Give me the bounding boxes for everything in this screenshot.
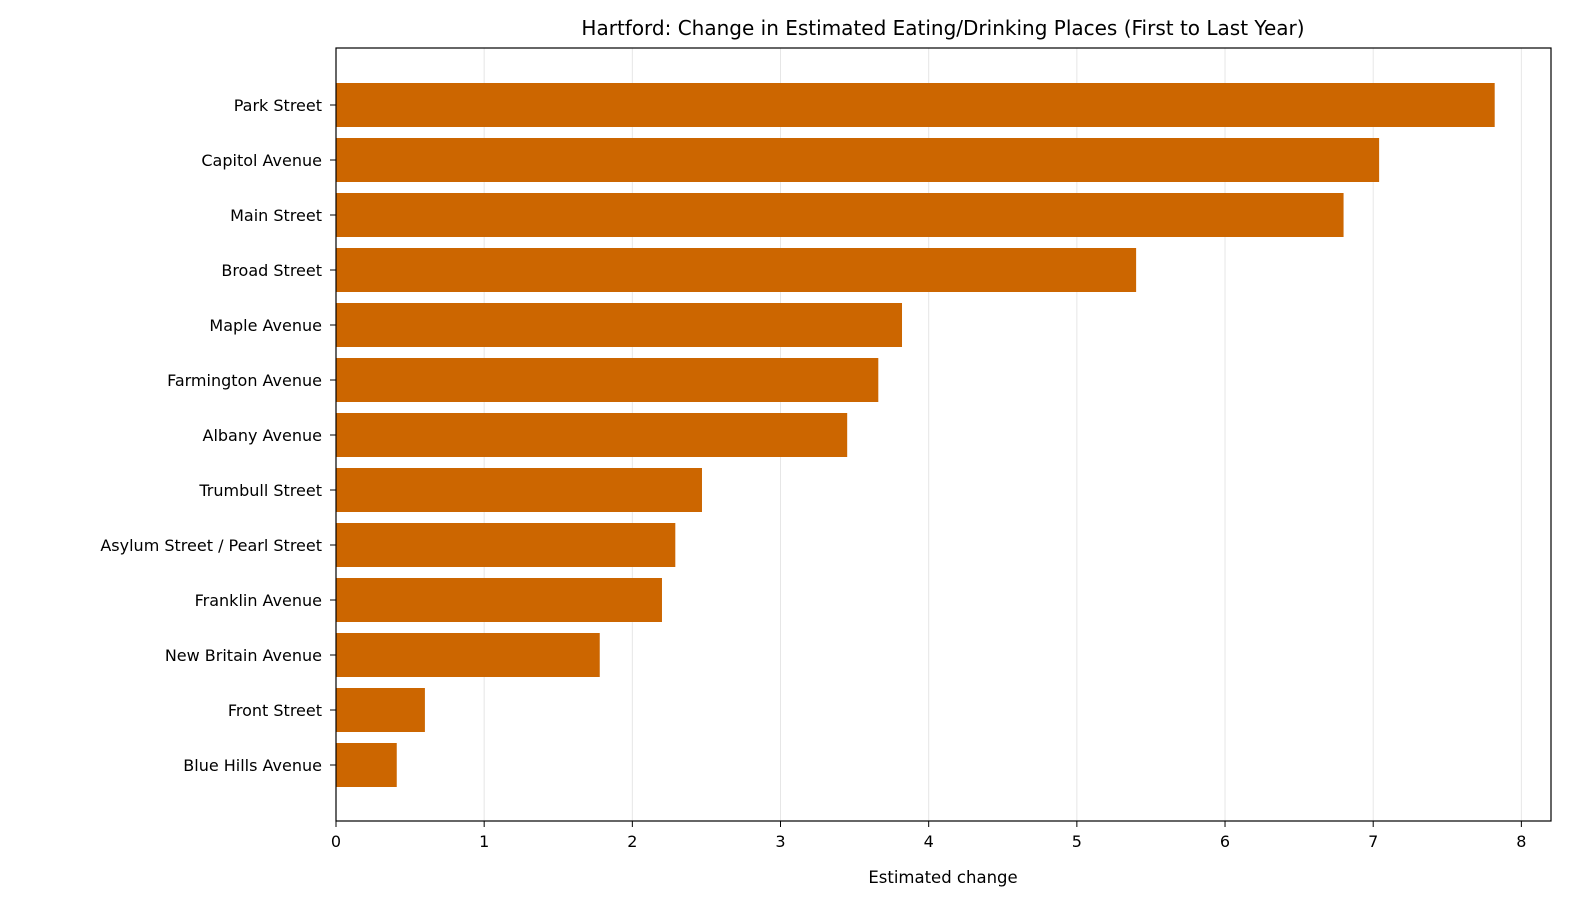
y-tick-label: Park Street: [234, 96, 322, 115]
x-tick-label: 7: [1368, 832, 1378, 851]
x-tick-label: 5: [1072, 832, 1082, 851]
y-tick-label: Franklin Avenue: [195, 591, 322, 610]
x-tick-label: 0: [331, 832, 341, 851]
bar: [336, 248, 1137, 292]
x-tick-label: 6: [1220, 832, 1230, 851]
bar: [336, 358, 879, 402]
y-tick-label: New Britain Avenue: [165, 646, 322, 665]
bar: [336, 578, 662, 622]
bar: [336, 413, 848, 457]
y-tick-label: Albany Avenue: [203, 426, 323, 445]
x-tick-labels: 0 1 2 3 4 5 6 7 8: [331, 821, 1526, 851]
y-tick-label: Blue Hills Avenue: [183, 756, 322, 775]
y-tick-label: Farmington Avenue: [167, 371, 322, 390]
y-tick-label: Broad Street: [221, 261, 322, 280]
y-tick-label: Front Street: [228, 701, 322, 720]
bar: [336, 468, 702, 512]
y-tick-label: Asylum Street / Pearl Street: [100, 536, 322, 555]
y-tick-label: Capitol Avenue: [201, 151, 322, 170]
bar: [336, 83, 1495, 127]
x-tick-label: 8: [1516, 832, 1526, 851]
bar: [336, 743, 397, 787]
x-tick-label: 3: [775, 832, 785, 851]
bar: [336, 193, 1344, 237]
bar: [336, 303, 903, 347]
y-tick-labels: Park Street Capitol Avenue Main Street Broa…: [100, 96, 336, 775]
y-tick-label: Main Street: [230, 206, 322, 225]
y-tick-label: Maple Avenue: [209, 316, 322, 335]
bars: [336, 83, 1495, 787]
bar: [336, 138, 1380, 182]
x-tick-label: 1: [479, 832, 489, 851]
bar: [336, 523, 676, 567]
chart-title: Hartford: Change in Estimated Eating/Dri…: [581, 16, 1304, 40]
y-tick-label: Trumbull Street: [198, 481, 322, 500]
x-tick-label: 2: [627, 832, 637, 851]
bar: [336, 633, 600, 677]
x-tick-label: 4: [924, 832, 934, 851]
bar: [336, 688, 425, 732]
x-axis-label: Estimated change: [868, 868, 1017, 887]
